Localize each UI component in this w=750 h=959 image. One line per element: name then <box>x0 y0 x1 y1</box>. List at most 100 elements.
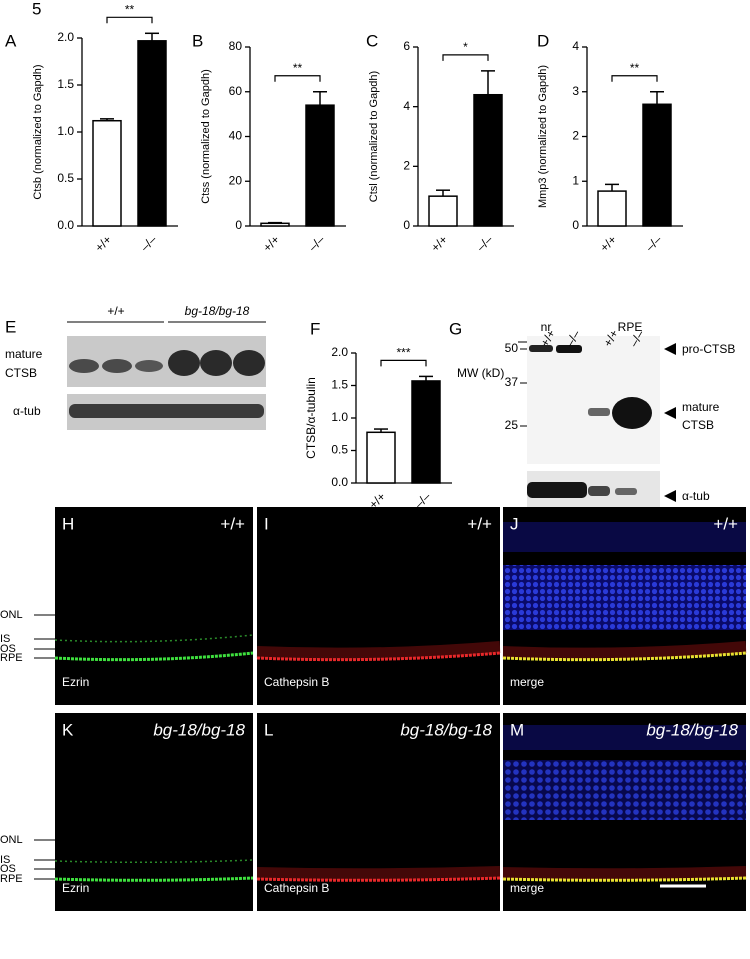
y-tick-label: 0 <box>403 218 410 232</box>
x-tick-label: –/– <box>306 232 328 254</box>
significance: ** <box>630 61 640 75</box>
panel-label: I <box>264 514 269 533</box>
significance-bracket <box>380 359 427 367</box>
bar <box>366 431 396 484</box>
band <box>135 360 163 372</box>
y-tick-label: 2.0 <box>331 345 348 359</box>
micrograph <box>257 507 500 705</box>
band <box>529 345 553 352</box>
mw-label: 50 <box>505 341 519 355</box>
bar <box>428 195 458 227</box>
genotype-label: +/+ <box>713 514 738 533</box>
band <box>102 359 132 373</box>
panel-label: E <box>5 317 16 336</box>
stain-band <box>502 651 747 662</box>
x-tick-label: +/+ <box>428 232 450 254</box>
group-label: bg-18/bg-18 <box>185 304 250 318</box>
bar <box>305 104 335 227</box>
y-tick-label: 1.0 <box>57 124 74 138</box>
row-label: α-tub <box>13 404 41 418</box>
stain-label: merge <box>510 881 544 895</box>
band-label: CTSB <box>682 418 714 432</box>
stain-layer <box>256 641 501 660</box>
x-tick-label: +/+ <box>260 232 282 254</box>
y-axis-label: Mmp3 (normalized to Gapdh) <box>537 65 549 208</box>
y-tick-label: 2 <box>572 129 579 143</box>
y-tick-label: 0.0 <box>331 475 348 489</box>
mw-label: 37 <box>505 375 519 389</box>
blot-membrane <box>67 336 266 387</box>
row-label: CTSB <box>5 366 37 380</box>
panel-label: F <box>310 319 320 338</box>
panel-label: G <box>449 319 462 338</box>
layer-label: RPE <box>0 652 23 664</box>
y-axis-label: CTSB/α-tubulin <box>304 377 318 459</box>
band-label: pro-CTSB <box>682 342 735 356</box>
stain-label: Ezrin <box>62 881 89 895</box>
genotype-label: bg-18/bg-18 <box>400 720 492 739</box>
significance-bracket <box>106 16 153 24</box>
band-label: mature <box>682 400 720 414</box>
y-tick-label: 4 <box>403 99 410 113</box>
band <box>588 486 610 496</box>
stain-layer <box>502 866 747 881</box>
band <box>233 350 265 376</box>
bar <box>137 40 167 227</box>
bar <box>642 103 672 227</box>
blot-e: E +/+ bg-18/bg-18 mature CTSB α-tub <box>5 304 266 430</box>
y-tick-label: 0.5 <box>57 171 74 185</box>
layer-label: IS <box>0 854 10 866</box>
significance: *** <box>396 346 410 360</box>
stain-layer <box>502 641 747 660</box>
stain-band <box>256 876 501 882</box>
bar <box>597 190 627 227</box>
stain-label: merge <box>510 675 544 689</box>
band <box>588 408 610 416</box>
band <box>69 404 264 418</box>
significance: * <box>463 40 468 54</box>
band <box>69 359 99 373</box>
x-tick-label: –/– <box>474 232 496 254</box>
layer-label: ONL <box>0 834 23 846</box>
y-tick-label: 1.0 <box>331 410 348 424</box>
x-tick-label: –/– <box>138 232 160 254</box>
y-tick-label: 80 <box>229 39 243 53</box>
band-label: α-tub <box>682 489 710 503</box>
significance: ** <box>293 61 303 75</box>
genotype-label: +/+ <box>467 514 492 533</box>
y-tick-label: 0 <box>572 218 579 232</box>
nuclear-layer <box>503 522 746 552</box>
y-axis-label: Ctss (normalized to Gapdh) <box>200 69 212 204</box>
row-label: mature <box>5 347 43 361</box>
x-tick-label: +/+ <box>92 232 114 254</box>
stain-band <box>256 651 501 662</box>
panel-label: K <box>62 720 74 739</box>
y-tick-label: 0 <box>235 218 242 232</box>
y-tick-label: 20 <box>229 173 243 187</box>
y-tick-label: 2.0 <box>57 30 74 44</box>
mw-label: 25 <box>505 418 519 432</box>
panel-label: B <box>192 31 203 50</box>
group-label: +/+ <box>107 304 124 318</box>
nuclear-layer <box>503 760 746 820</box>
stain-label: Cathepsin B <box>264 881 329 895</box>
genotype-label: bg-18/bg-18 <box>646 720 738 739</box>
y-tick-label: 1.5 <box>57 77 74 91</box>
y-tick-label: 2 <box>403 159 410 173</box>
panel-label: H <box>62 514 74 533</box>
significance-bracket <box>274 75 321 82</box>
genotype-label: +/+ <box>220 514 245 533</box>
arrowhead <box>664 490 676 502</box>
y-tick-label: 1.5 <box>331 378 348 392</box>
bar <box>92 119 122 227</box>
significance: ** <box>125 2 135 16</box>
panel-label: J <box>510 514 519 533</box>
y-axis-label: Ctsb (normalized to Gapdh) <box>32 64 44 199</box>
group-label: RPE <box>618 320 643 334</box>
figure-number: 5 <box>32 0 41 18</box>
micrograph <box>55 507 253 705</box>
